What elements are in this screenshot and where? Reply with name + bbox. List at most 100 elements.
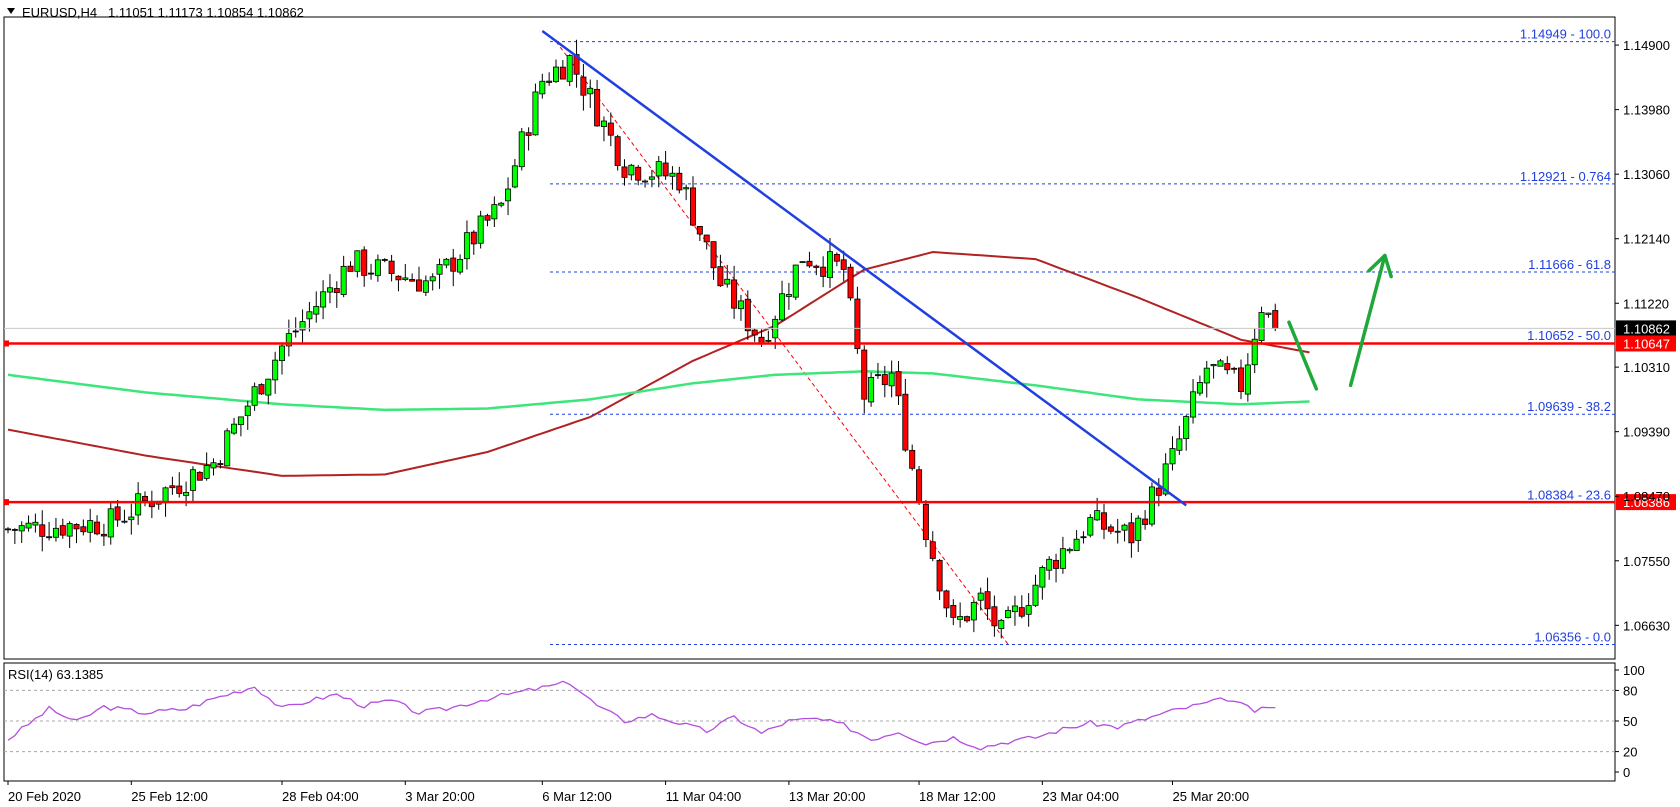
horizontal-level-price-label: 1.10647 — [1623, 336, 1670, 351]
candle-body — [66, 523, 73, 537]
candle-body — [539, 80, 546, 95]
horizontal-level-price-label: 1.08386 — [1623, 495, 1670, 510]
candle-body — [950, 604, 957, 618]
rsi-line — [7, 680, 1276, 751]
candle-body — [121, 520, 128, 523]
candle-body — [1005, 609, 1012, 619]
price-tick-label: 1.11220 — [1623, 296, 1669, 311]
candle-body — [231, 423, 238, 434]
candle-body — [244, 405, 251, 416]
candle-body — [176, 485, 183, 494]
rsi-indicator: 100 80 50 20 0 — [4, 663, 1645, 780]
candlesticks: 1.10862 — [4, 39, 1676, 639]
candle-body — [559, 66, 566, 80]
candle-body — [463, 232, 470, 260]
candle-body — [1231, 367, 1238, 370]
candle-body — [1121, 524, 1128, 531]
collapse-triangle-icon[interactable] — [7, 8, 15, 14]
candle-body — [443, 258, 450, 266]
candle-body — [916, 469, 923, 503]
candle-body — [566, 55, 573, 82]
candle-body — [251, 386, 258, 406]
candle-body — [1217, 360, 1224, 367]
candle-body — [806, 260, 813, 267]
candle-body — [888, 372, 895, 387]
candle-body — [1142, 518, 1149, 525]
candle-body — [415, 279, 422, 292]
candle-body — [881, 374, 888, 386]
candle-body — [868, 376, 875, 403]
candle-body — [895, 371, 902, 397]
candle-body — [203, 465, 210, 479]
horizontal-level-price-box — [1616, 494, 1676, 511]
fibonacci-level-label: 1.14949 - 100.0 — [1520, 27, 1611, 42]
candle-body — [717, 266, 724, 287]
time-tick-label: 11 Mar 04:00 — [666, 789, 742, 804]
candle-body — [1114, 530, 1121, 533]
candle-body — [922, 503, 929, 540]
candle-body — [409, 279, 416, 282]
candle-body — [183, 492, 190, 496]
candle-body — [169, 485, 176, 489]
time-axis: 20 Feb 2020 25 Feb 12:00 28 Feb 04:00 3 Mar… — [7, 781, 1249, 804]
candle-body — [1265, 312, 1272, 315]
candle-body — [1101, 512, 1108, 530]
candle-body — [94, 521, 101, 535]
candle-body — [861, 349, 868, 400]
candle-body — [340, 265, 347, 295]
horizontal-level-anchor — [4, 340, 9, 347]
time-tick-label: 25 Feb 12:00 — [131, 789, 208, 804]
candle-body — [1087, 517, 1094, 536]
horizontal-level-anchor — [4, 499, 9, 506]
candle-body — [224, 430, 231, 467]
candle-body — [1258, 312, 1265, 342]
candle-body — [1183, 416, 1190, 440]
candle-body — [1162, 463, 1169, 495]
price-panel-frame — [3, 16, 1616, 660]
candle-body — [909, 449, 916, 469]
candle-body — [1011, 605, 1018, 613]
candle-body — [696, 225, 703, 235]
rsi-tick-label: 20 — [1623, 745, 1637, 760]
candle-body — [313, 306, 320, 315]
candle-body — [196, 471, 203, 481]
candle-body — [162, 487, 169, 502]
annotation-arrow-shaft — [1348, 253, 1387, 388]
candle-body — [847, 266, 854, 299]
candle-body — [141, 495, 148, 502]
candle-body — [532, 91, 539, 136]
candle-body — [943, 590, 950, 609]
candle-body — [1025, 605, 1032, 615]
price-tick-label: 1.06630 — [1623, 618, 1670, 633]
drawing-objects: 1.10647 1.08386 — [4, 30, 1676, 511]
candle-body — [833, 253, 840, 262]
candle-body — [326, 287, 333, 293]
time-tick-label: 20 Feb 2020 — [8, 789, 81, 804]
candle-body — [779, 293, 786, 321]
last-price-box — [1616, 320, 1676, 337]
candle-body — [621, 166, 628, 178]
candle-body — [107, 508, 114, 538]
candle-body — [292, 330, 299, 333]
candle-body — [1053, 559, 1060, 569]
time-tick-label: 18 Mar 12:00 — [919, 789, 996, 804]
rsi-title: RSI(14) 63.1385 — [8, 667, 103, 682]
candle-body — [39, 524, 46, 537]
candle-body — [189, 469, 196, 491]
candle-body — [1032, 584, 1039, 606]
candle-body — [827, 251, 834, 278]
candle-body — [374, 259, 381, 276]
candle-body — [703, 234, 710, 243]
candle-body — [553, 66, 560, 82]
candle-body — [511, 165, 518, 188]
rsi-tick-label: 0 — [1623, 765, 1630, 780]
candle-body — [306, 311, 313, 320]
candle-body — [1251, 338, 1258, 366]
candle-body — [354, 250, 361, 272]
candle-body — [59, 525, 66, 536]
candle-body — [429, 276, 436, 282]
candle-body — [813, 265, 820, 268]
candle-body — [1196, 382, 1203, 394]
fibonacci-level-label: 1.12921 - 0.764 — [1520, 169, 1611, 184]
